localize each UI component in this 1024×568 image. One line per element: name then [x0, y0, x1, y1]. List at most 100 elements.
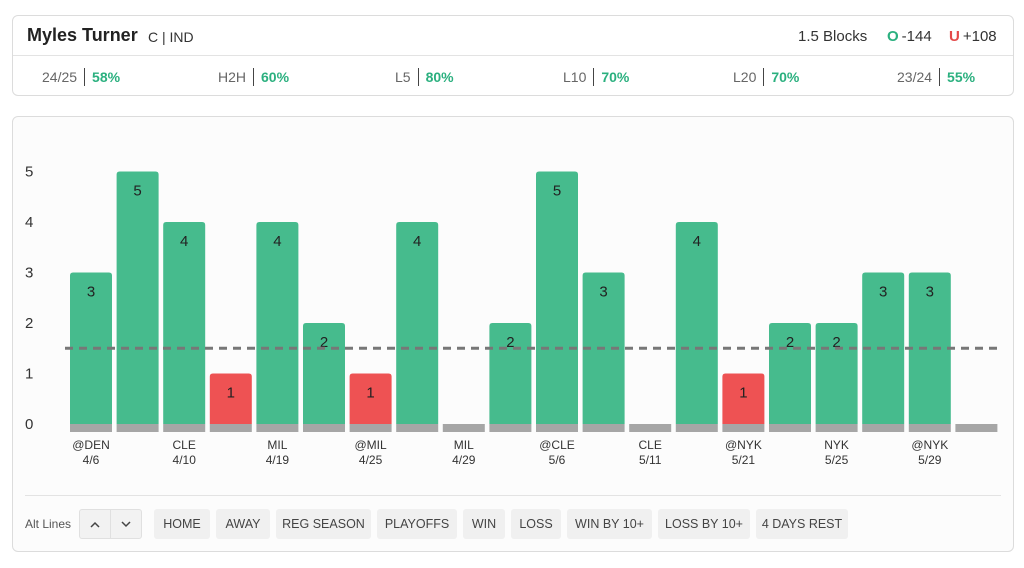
- bar-baseline: [163, 424, 206, 432]
- x-opponent-label: CLE: [639, 438, 662, 452]
- x-opponent-label: @NYK: [911, 438, 948, 452]
- stat-value: 80%: [425, 69, 454, 85]
- bar-baseline: [769, 424, 811, 432]
- bar-baseline: [862, 424, 905, 432]
- bar-baseline: [675, 424, 718, 432]
- over-odds[interactable]: O -144: [887, 28, 932, 45]
- stat-value: 70%: [601, 69, 630, 85]
- x-opponent-label: @CLE: [539, 438, 575, 452]
- bar-baseline: [209, 424, 252, 432]
- bar-baseline: [582, 424, 625, 432]
- filter-win[interactable]: WIN: [463, 509, 505, 539]
- x-date-label: 5/25: [825, 453, 849, 467]
- x-opponent-label: MIL: [454, 438, 474, 452]
- x-date-label: 4/6: [83, 453, 100, 467]
- bar-value-label: 5: [553, 183, 561, 200]
- x-opponent-label: MIL: [267, 438, 287, 452]
- filter-4-days-rest[interactable]: 4 DAYS REST: [756, 509, 848, 539]
- filter-away[interactable]: AWAY: [216, 509, 270, 539]
- chevron-down-icon: [121, 520, 131, 527]
- bar-baseline: [256, 424, 299, 432]
- bar-hit: [396, 222, 439, 424]
- x-opponent-label: @DEN: [72, 438, 110, 452]
- stat-label: L10: [563, 69, 587, 85]
- stat-value: 55%: [947, 69, 976, 85]
- bar-baseline: [908, 424, 951, 432]
- stat-l5: L5 80%: [395, 68, 454, 86]
- bar-value-label: 2: [832, 334, 840, 351]
- y-tick-label: 5: [25, 164, 33, 181]
- y-tick-label: 3: [25, 265, 33, 282]
- stat-l10: L10 70%: [563, 68, 629, 86]
- filter-win-by-10[interactable]: WIN BY 10+: [567, 509, 652, 539]
- bar-baseline: [303, 424, 345, 432]
- bar-baseline: [349, 424, 392, 432]
- bar-value-label: 1: [227, 385, 235, 402]
- stat-label: H2H: [218, 69, 247, 85]
- stat-value: 58%: [92, 69, 121, 85]
- bar-value-label: 4: [413, 233, 421, 250]
- under-odds[interactable]: U +108: [949, 28, 997, 45]
- bar-baseline: [70, 424, 112, 432]
- bar-hit: [675, 222, 718, 424]
- over-icon: O: [887, 28, 899, 45]
- alt-line-down-button[interactable]: [110, 510, 141, 538]
- alt-line-up-button[interactable]: [80, 510, 110, 538]
- bar-value-label: 3: [926, 284, 934, 301]
- bar-miss: [349, 373, 392, 424]
- stat-h2h: H2H 60%: [218, 68, 289, 86]
- filter-playoffs[interactable]: PLAYOFFS: [377, 509, 457, 539]
- x-date-label: 4/29: [452, 453, 476, 467]
- bar-value-label: 4: [693, 233, 701, 250]
- x-date-label: 4/10: [173, 453, 197, 467]
- stat-23-24: 23/24 55%: [897, 68, 975, 86]
- x-date-label: 4/19: [266, 453, 290, 467]
- bar-value-label: 4: [273, 233, 281, 250]
- filter-loss[interactable]: LOSS: [511, 509, 561, 539]
- stat-value: 60%: [261, 69, 290, 85]
- bar-hit: [536, 171, 578, 424]
- bar-hit: [908, 272, 951, 424]
- filter-loss-by-10[interactable]: LOSS BY 10+: [658, 509, 750, 539]
- filter-reg-season[interactable]: REG SEASON: [276, 509, 371, 539]
- bar-value-label: 4: [180, 233, 188, 250]
- x-opponent-label: CLE: [173, 438, 196, 452]
- x-date-label: 5/11: [639, 453, 662, 467]
- stat-label: L20: [733, 69, 757, 85]
- x-opponent-label: @MIL: [355, 438, 388, 452]
- bar-baseline: [116, 424, 159, 432]
- bar-hit: [163, 222, 206, 424]
- under-odds-value: +108: [962, 28, 997, 45]
- bar-value-label: 2: [320, 334, 328, 351]
- bar-value-label: 3: [879, 284, 887, 301]
- stat-label: 24/25: [42, 69, 78, 85]
- x-opponent-label: @NYK: [725, 438, 762, 452]
- bar-value-label: 2: [506, 334, 514, 351]
- y-tick-label: 0: [25, 416, 33, 433]
- bar-baseline: [489, 424, 532, 432]
- bar-baseline: [722, 424, 765, 432]
- header-top-row: Myles Turner C | IND 1.5 Blocks O -144 U +…: [13, 16, 1013, 56]
- bar-value-label: 5: [133, 183, 141, 200]
- bar-baseline: [442, 424, 485, 432]
- player-position-team: C | IND: [148, 29, 194, 45]
- bar-hit: [116, 171, 159, 424]
- bar-baseline: [629, 424, 672, 432]
- x-opponent-label: NYK: [824, 438, 849, 452]
- bar-hit: [256, 222, 299, 424]
- over-odds-value: -144: [901, 28, 932, 45]
- stat-24-25: 24/25 58%: [42, 68, 120, 86]
- x-date-label: 5/21: [732, 453, 756, 467]
- player-prop-header: Myles Turner C | IND 1.5 Blocks O -144 U +…: [12, 15, 1014, 96]
- bar-miss: [209, 373, 252, 424]
- under-icon: U: [949, 28, 960, 45]
- y-tick-label: 2: [25, 315, 33, 332]
- filter-home[interactable]: HOME: [154, 509, 210, 539]
- bar-value-label: 1: [739, 385, 747, 402]
- bar-value-label: 3: [87, 284, 95, 301]
- player-name[interactable]: Myles Turner: [27, 25, 138, 45]
- x-date-label: 5/6: [549, 453, 566, 467]
- bar-miss: [722, 373, 765, 424]
- alt-lines-label: Alt Lines: [25, 517, 72, 531]
- stat-label: L5: [395, 69, 411, 85]
